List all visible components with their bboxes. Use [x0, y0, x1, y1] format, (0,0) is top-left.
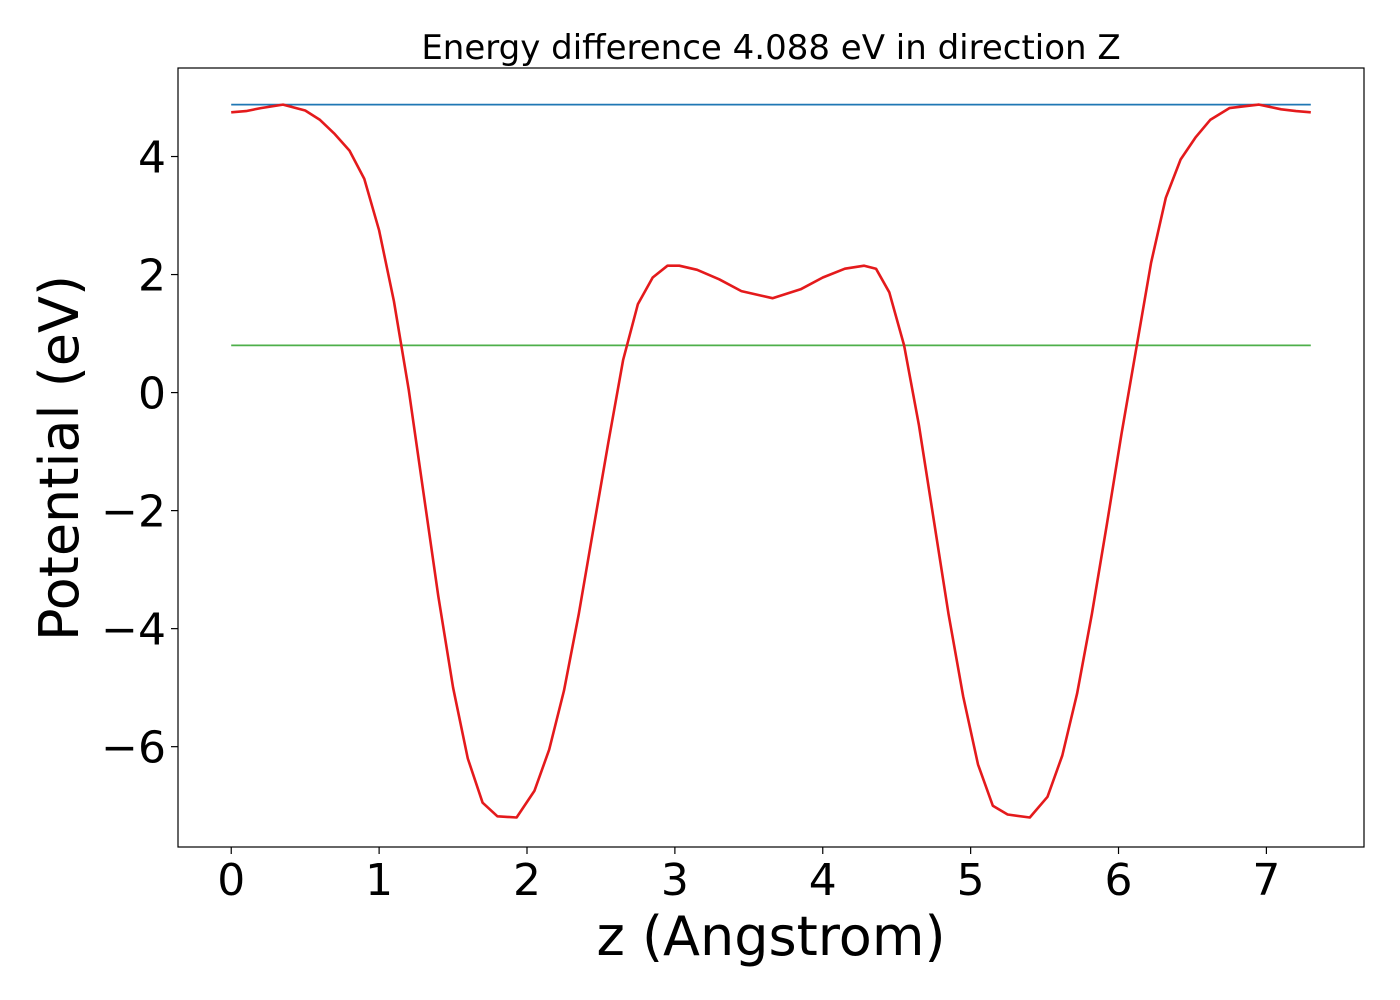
y-tick-label: −2	[101, 487, 166, 538]
chart-title: Energy difference 4.088 eV in direction …	[421, 28, 1120, 68]
y-axis-label: Potential (eV)	[28, 275, 91, 641]
x-tick-label: 7	[1252, 855, 1280, 906]
x-axis-label: z (Angstrom)	[596, 905, 945, 968]
y-axis: −6 −4 −2 0 2 4	[101, 133, 178, 774]
x-tick-label: 0	[217, 855, 245, 906]
series-line-1	[231, 103, 1311, 819]
y-tick-label: 2	[138, 251, 166, 302]
series-layer	[231, 103, 1311, 819]
plot-frame	[177, 67, 1365, 848]
x-tick-label: 1	[365, 855, 393, 906]
x-tick-label: 3	[661, 855, 689, 906]
x-tick-label: 2	[513, 855, 541, 906]
x-axis: 0 1 2 3 4 5 6 7	[217, 847, 1280, 906]
y-tick-label: 4	[138, 133, 166, 184]
y-tick-label: 0	[138, 369, 166, 420]
x-tick-label: 5	[957, 855, 985, 906]
y-tick-label: −6	[101, 723, 166, 774]
plot-area	[177, 67, 1365, 848]
x-tick-label: 6	[1105, 855, 1133, 906]
y-tick-label: −4	[101, 605, 166, 656]
x-tick-label: 4	[809, 855, 837, 906]
